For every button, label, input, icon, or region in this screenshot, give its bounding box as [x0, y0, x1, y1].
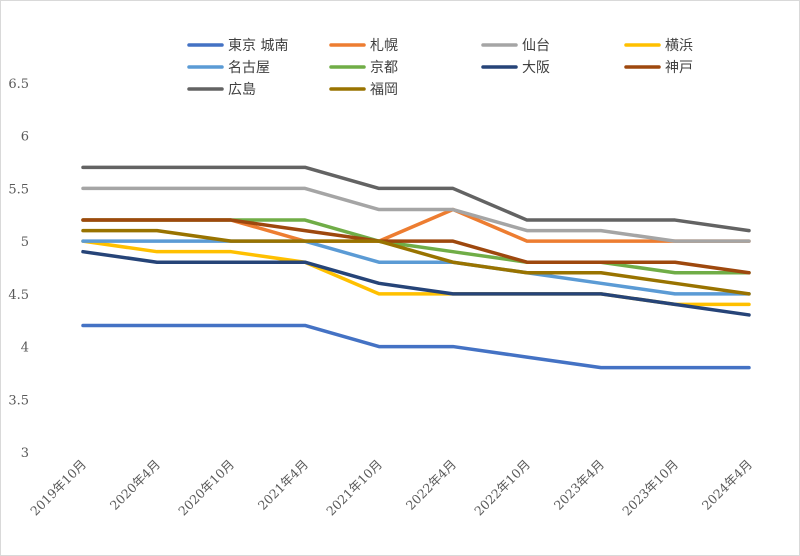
legend-label-1: 東京 城南 [228, 38, 288, 54]
y-tick-label-6: 6 [21, 130, 29, 145]
y-tick-label-3: 3 [21, 446, 29, 461]
series-line-1 [81, 323, 751, 370]
x-tick-label-9: 2023年10月 [619, 457, 681, 519]
series-line-9 [81, 165, 751, 233]
legend-label-6: 京都 [370, 60, 398, 76]
legend-label-3: 仙台 [522, 38, 550, 54]
x-tick-label-6: 2022年4月 [403, 457, 459, 513]
legend-label-7: 大阪 [522, 60, 550, 76]
y-tick-label-6-5: 6.5 [8, 77, 29, 92]
series-line-7 [81, 249, 751, 317]
plot-area [81, 165, 751, 370]
x-tick-label-2: 2020年4月 [107, 457, 163, 513]
legend-label-2: 札幌 [370, 38, 398, 54]
series-line-5 [81, 239, 751, 296]
legend-label-8: 神戸 [665, 60, 693, 76]
x-tick-label-10: 2024年4月 [699, 457, 755, 513]
x-tick-label-1: 2019年10月 [27, 457, 89, 519]
legend-label-4: 横浜 [665, 38, 693, 54]
legend-label-5: 名古屋 [228, 60, 270, 76]
series-line-3 [81, 186, 751, 243]
y-tick-label-4: 4 [21, 341, 29, 356]
series-line-6 [81, 218, 751, 275]
legend-label-10: 福岡 [370, 82, 398, 98]
x-tick-label-4: 2021年4月 [255, 457, 311, 513]
y-tick-label-5-5: 5.5 [8, 182, 29, 197]
series-line-8 [81, 218, 751, 275]
x-tick-label-3: 2020年10月 [175, 457, 237, 519]
y-tick-label-5: 5 [21, 235, 29, 250]
x-axis: 2019年10月 2020年4月 2020年10月 2021年4月 2021年10月 20… [27, 457, 755, 519]
y-tick-label-3-5: 3.5 [8, 393, 29, 408]
x-tick-label-7: 2022年10月 [471, 457, 533, 519]
y-axis: 3 3.5 4 4.5 5 5.5 6 6.5 [8, 77, 29, 461]
y-tick-label-4-5: 4.5 [8, 288, 29, 303]
series-line-10 [81, 228, 751, 296]
x-tick-label-8: 2023年4月 [551, 457, 607, 513]
legend-label-9: 広島 [228, 82, 256, 98]
x-tick-label-5: 2021年10月 [323, 457, 385, 519]
